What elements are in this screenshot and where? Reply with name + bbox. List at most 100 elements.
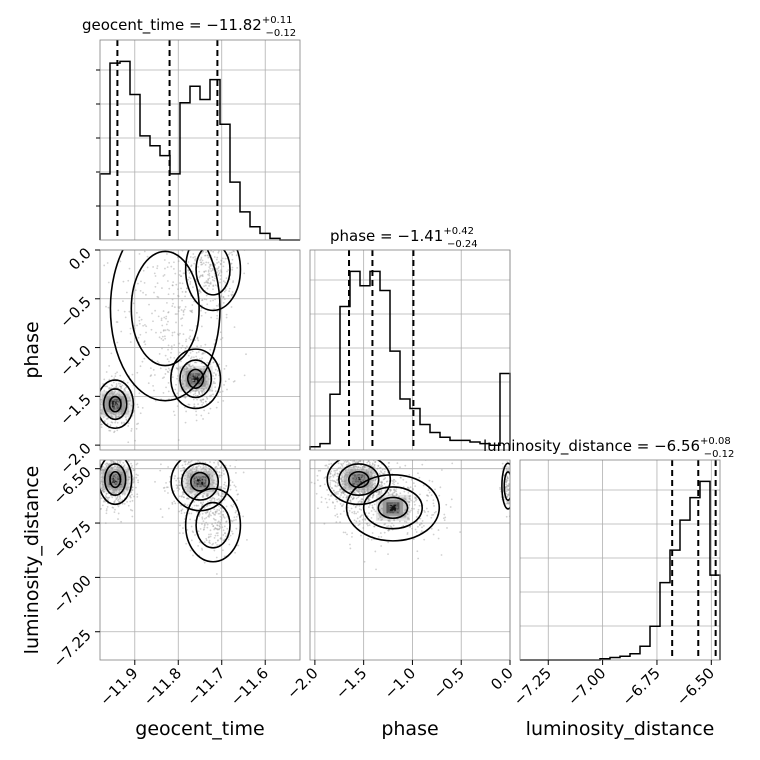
sample-point: [408, 487, 410, 490]
sample-point: [125, 419, 128, 422]
sample-point: [378, 472, 381, 475]
sample-point: [199, 488, 201, 490]
sample-point: [91, 465, 93, 467]
sample-point: [224, 532, 226, 535]
sample-point: [167, 371, 170, 374]
sample-point: [338, 496, 341, 499]
sample-point: [110, 467, 112, 470]
sample-point: [114, 409, 117, 411]
sample-point: [110, 375, 113, 378]
sample-point: [190, 460, 193, 462]
sample-point: [372, 479, 374, 482]
sample-point: [356, 468, 359, 471]
sample-point: [221, 526, 224, 529]
sample-point: [180, 346, 183, 349]
sample-point: [122, 409, 125, 411]
sample-point: [127, 460, 130, 463]
sample-point: [116, 481, 119, 484]
sample-point: [100, 479, 103, 481]
sample-point: [209, 482, 212, 485]
sample-point: [395, 493, 398, 495]
sample-point: [120, 413, 122, 416]
sample-point: [356, 490, 359, 493]
sample-point: [349, 472, 352, 475]
sample-point: [113, 477, 116, 480]
sample-point: [397, 513, 400, 516]
sample-point: [202, 262, 205, 265]
sample-point: [111, 384, 114, 387]
sample-point: [193, 262, 196, 265]
sample-point: [342, 486, 345, 489]
sample-point: [363, 478, 366, 481]
sample-point: [108, 471, 110, 474]
sample-point: [368, 500, 370, 502]
sample-point: [176, 313, 178, 315]
sample-point: [202, 494, 204, 497]
sample-point: [380, 507, 383, 510]
sample-point: [128, 476, 131, 479]
sample-point: [125, 457, 127, 459]
sample-point: [231, 293, 234, 296]
sample-point: [196, 437, 198, 439]
sample-point: [198, 458, 200, 460]
sample-point: [197, 390, 200, 393]
sample-point: [409, 511, 411, 513]
sample-point: [135, 463, 138, 466]
sample-point: [113, 473, 115, 476]
sample-point: [359, 515, 362, 518]
sample-point: [361, 443, 363, 445]
sample-point: [387, 462, 390, 464]
sample-point: [368, 482, 371, 484]
sample-point: [220, 486, 223, 488]
sample-point: [108, 485, 110, 488]
sample-point: [206, 254, 209, 257]
contour-line: [501, 462, 510, 510]
sample-point: [209, 467, 211, 470]
sample-point: [506, 476, 509, 479]
sample-point: [194, 476, 197, 478]
sample-point: [216, 256, 219, 259]
sample-point: [400, 507, 403, 510]
sample-point: [234, 511, 237, 514]
sample-point: [203, 477, 206, 480]
sample-point: [353, 460, 355, 462]
sample-point: [196, 456, 198, 458]
sample-point: [114, 478, 117, 480]
sample-point: [217, 474, 220, 477]
sample-point: [358, 490, 361, 493]
sample-point: [217, 512, 220, 515]
sample-point: [136, 495, 139, 498]
sample-point: [359, 477, 362, 480]
sample-point: [113, 454, 115, 456]
sample-point: [374, 482, 376, 485]
sample-point: [103, 378, 106, 381]
density-2-1: [341, 466, 410, 521]
sample-point: [194, 478, 197, 481]
sample-point: [227, 294, 230, 297]
sample-point: [215, 556, 218, 559]
sample-point: [203, 384, 206, 386]
sample-point: [203, 506, 206, 509]
sample-point: [361, 498, 364, 500]
sample-point: [194, 390, 197, 393]
sample-point: [120, 454, 122, 456]
sample-point: [227, 269, 230, 271]
sample-point: [182, 382, 184, 385]
sample-point: [116, 405, 119, 408]
sample-point: [360, 501, 363, 504]
sample-point: [228, 447, 230, 449]
sample-point: [365, 489, 368, 492]
sample-point: [119, 260, 122, 263]
sample-point: [138, 253, 141, 255]
sample-point: [211, 275, 214, 278]
sample-point: [216, 314, 219, 317]
sample-point: [379, 532, 382, 534]
sample-point: [100, 423, 103, 426]
sample-point: [351, 475, 354, 477]
sample-point: [330, 470, 333, 473]
sample-point: [216, 524, 219, 527]
sample-point: [110, 411, 113, 413]
sample-point: [188, 486, 191, 489]
sample-point: [171, 305, 174, 307]
sample-point: [199, 374, 202, 377]
